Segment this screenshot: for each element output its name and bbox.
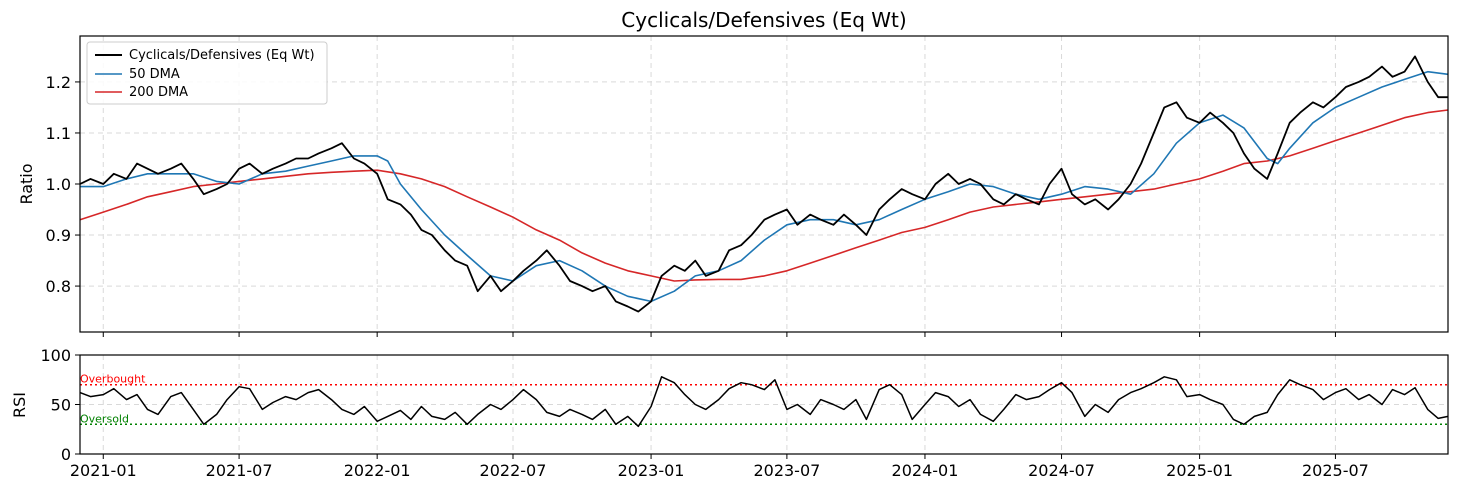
rsi-y-axis-label: RSI [10,392,29,418]
ratio-y-tick-label: 0.9 [46,226,71,245]
rsi-y-tick-label: 0 [61,445,71,464]
legend-box [86,41,328,105]
rsi-panel: Overbought Oversold 0 50 100 2021-01 2021-07… [10,346,1449,480]
ratio-y-tick-label: 1.1 [46,124,71,143]
rsi-y-ticks: 0 50 100 [40,346,80,464]
rsi-reference-lines: Overbought Oversold [80,373,1448,425]
ratio-series-line-0 [79,109,1449,282]
x-tick-label: 2021-01 [70,461,137,480]
legend-label-ratio: Cyclicals/Defensives (Eq Wt) [129,48,315,63]
chart-title: Cyclicals/Defensives (Eq Wt) [621,8,906,32]
ratio-series-line-1 [80,70,1449,303]
x-tick-label: 2024-01 [892,461,959,480]
legend-label-50dma: 50 DMA [129,67,180,82]
rsi-y-tick-label: 50 [51,396,71,415]
oversold-label: Oversold [80,412,129,425]
x-tick-label: 2022-07 [480,461,547,480]
x-tick-label: 2024-07 [1028,461,1095,480]
ratio-y-tick-label: 1.0 [46,175,71,194]
ratio-y-tick-label: 1.2 [46,73,71,92]
rsi-series [79,376,1449,428]
rsi-series-line-0 [79,376,1449,428]
x-tick-label: 2025-01 [1166,461,1233,480]
x-tick-label: 2025-07 [1302,461,1369,480]
rsi-gridlines [80,354,1448,455]
ratio-y-ticks: 0.8 0.9 1.0 1.1 1.2 [46,73,80,296]
ratio-y-axis-label: Ratio [17,163,36,204]
ratio-x-tick-marks [102,332,1336,337]
x-tick-label: 2021-07 [206,461,273,480]
legend-label-200dma: 200 DMA [129,85,188,100]
ratio-series [79,55,1449,313]
ratio-y-tick-label: 0.8 [46,277,71,296]
rsi-y-tick-label: 100 [40,346,71,365]
x-tick-label: 2022-01 [344,461,411,480]
x-tick-label: 2023-07 [753,461,820,480]
x-tick-label: 2023-01 [618,461,685,480]
ratio-series-line-2 [79,55,1448,313]
legend: Cyclicals/Defensives (Eq Wt) 50 DMA 200 … [86,41,328,105]
overbought-label: Overbought [80,373,146,386]
rsi-x-ticks: 2021-01 2021-07 2022-01 2022-07 2023-01 2023-… [70,454,1369,480]
ratio-panel: 0.8 0.9 1.0 1.1 1.2 Ratio Cyclicals/Defensiv… [17,35,1449,337]
